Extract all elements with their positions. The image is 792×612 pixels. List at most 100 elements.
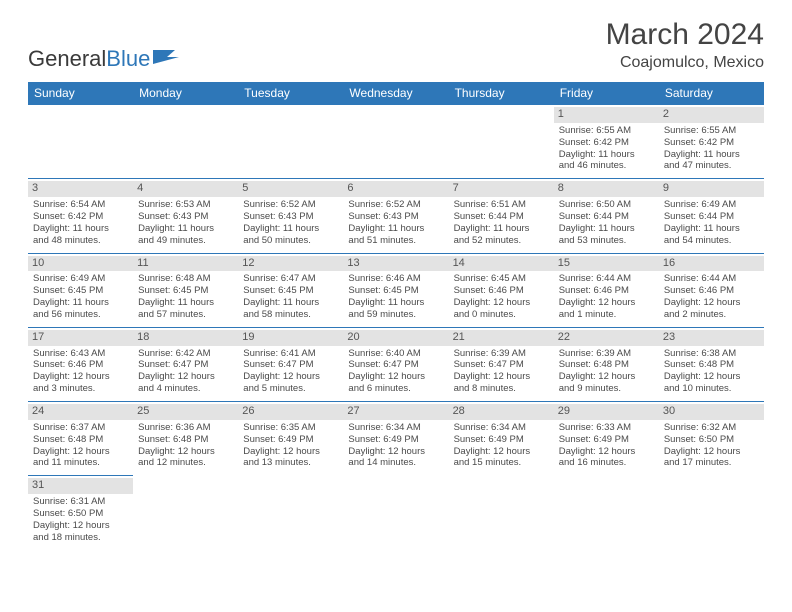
daylight-text-1: Daylight: 12 hours [243, 371, 338, 383]
sunset-text: Sunset: 6:46 PM [664, 285, 759, 297]
sunset-text: Sunset: 6:42 PM [33, 211, 128, 223]
daylight-text-2: and 9 minutes. [559, 383, 654, 395]
day-number: 26 [238, 404, 343, 420]
daylight-text-2: and 12 minutes. [138, 457, 233, 469]
calendar-day-cell: 28Sunrise: 6:34 AMSunset: 6:49 PMDayligh… [449, 402, 554, 476]
calendar-day-cell: 13Sunrise: 6:46 AMSunset: 6:45 PMDayligh… [343, 253, 448, 327]
daylight-text-1: Daylight: 12 hours [33, 371, 128, 383]
sunset-text: Sunset: 6:44 PM [559, 211, 654, 223]
daylight-text-1: Daylight: 11 hours [243, 223, 338, 235]
daylight-text-1: Daylight: 12 hours [559, 446, 654, 458]
day-number: 30 [659, 404, 764, 420]
day-header: Friday [554, 82, 659, 105]
day-number: 25 [133, 404, 238, 420]
daylight-text-1: Daylight: 12 hours [559, 371, 654, 383]
day-header-row: Sunday Monday Tuesday Wednesday Thursday… [28, 82, 764, 105]
daylight-text-2: and 4 minutes. [138, 383, 233, 395]
day-number: 9 [659, 181, 764, 197]
daylight-text-1: Daylight: 11 hours [348, 223, 443, 235]
calendar-week-row: 17Sunrise: 6:43 AMSunset: 6:46 PMDayligh… [28, 327, 764, 401]
day-number: 12 [238, 256, 343, 272]
calendar-day-cell: 20Sunrise: 6:40 AMSunset: 6:47 PMDayligh… [343, 327, 448, 401]
sunset-text: Sunset: 6:44 PM [664, 211, 759, 223]
calendar-day-cell: 2Sunrise: 6:55 AMSunset: 6:42 PMDaylight… [659, 105, 764, 179]
calendar-table: Sunday Monday Tuesday Wednesday Thursday… [28, 82, 764, 550]
daylight-text-2: and 16 minutes. [559, 457, 654, 469]
day-number: 24 [28, 404, 133, 420]
daylight-text-1: Daylight: 12 hours [33, 446, 128, 458]
daylight-text-2: and 52 minutes. [454, 235, 549, 247]
calendar-day-cell: 8Sunrise: 6:50 AMSunset: 6:44 PMDaylight… [554, 179, 659, 253]
calendar-day-cell: 18Sunrise: 6:42 AMSunset: 6:47 PMDayligh… [133, 327, 238, 401]
calendar-day-cell: 17Sunrise: 6:43 AMSunset: 6:46 PMDayligh… [28, 327, 133, 401]
sunrise-text: Sunrise: 6:34 AM [348, 422, 443, 434]
sunset-text: Sunset: 6:48 PM [138, 434, 233, 446]
daylight-text-1: Daylight: 11 hours [138, 297, 233, 309]
daylight-text-2: and 51 minutes. [348, 235, 443, 247]
daylight-text-1: Daylight: 11 hours [664, 223, 759, 235]
sunrise-text: Sunrise: 6:47 AM [243, 273, 338, 285]
sunrise-text: Sunrise: 6:51 AM [454, 199, 549, 211]
sunset-text: Sunset: 6:42 PM [559, 137, 654, 149]
daylight-text-2: and 5 minutes. [243, 383, 338, 395]
calendar-day-cell: 30Sunrise: 6:32 AMSunset: 6:50 PMDayligh… [659, 402, 764, 476]
sunrise-text: Sunrise: 6:52 AM [243, 199, 338, 211]
sunset-text: Sunset: 6:43 PM [348, 211, 443, 223]
daylight-text-2: and 11 minutes. [33, 457, 128, 469]
day-number: 29 [554, 404, 659, 420]
location: Coajomulco, Mexico [606, 54, 764, 72]
sunrise-text: Sunrise: 6:49 AM [33, 273, 128, 285]
calendar-day-cell [343, 476, 448, 550]
sunset-text: Sunset: 6:49 PM [454, 434, 549, 446]
calendar-day-cell: 11Sunrise: 6:48 AMSunset: 6:45 PMDayligh… [133, 253, 238, 327]
sunrise-text: Sunrise: 6:49 AM [664, 199, 759, 211]
daylight-text-2: and 57 minutes. [138, 309, 233, 321]
daylight-text-2: and 50 minutes. [243, 235, 338, 247]
sunrise-text: Sunrise: 6:44 AM [559, 273, 654, 285]
calendar-day-cell: 21Sunrise: 6:39 AMSunset: 6:47 PMDayligh… [449, 327, 554, 401]
calendar-day-cell [343, 105, 448, 179]
calendar-day-cell: 15Sunrise: 6:44 AMSunset: 6:46 PMDayligh… [554, 253, 659, 327]
sunrise-text: Sunrise: 6:48 AM [138, 273, 233, 285]
sunset-text: Sunset: 6:43 PM [138, 211, 233, 223]
day-header: Tuesday [238, 82, 343, 105]
calendar-day-cell: 1Sunrise: 6:55 AMSunset: 6:42 PMDaylight… [554, 105, 659, 179]
day-number: 17 [28, 330, 133, 346]
sunset-text: Sunset: 6:48 PM [664, 359, 759, 371]
calendar-day-cell: 29Sunrise: 6:33 AMSunset: 6:49 PMDayligh… [554, 402, 659, 476]
sunset-text: Sunset: 6:44 PM [454, 211, 549, 223]
sunrise-text: Sunrise: 6:46 AM [348, 273, 443, 285]
calendar-day-cell [449, 105, 554, 179]
daylight-text-2: and 14 minutes. [348, 457, 443, 469]
day-number: 3 [28, 181, 133, 197]
sunset-text: Sunset: 6:48 PM [33, 434, 128, 446]
calendar-day-cell: 7Sunrise: 6:51 AMSunset: 6:44 PMDaylight… [449, 179, 554, 253]
daylight-text-2: and 18 minutes. [33, 532, 128, 544]
calendar-week-row: 31Sunrise: 6:31 AMSunset: 6:50 PMDayligh… [28, 476, 764, 550]
daylight-text-1: Daylight: 11 hours [348, 297, 443, 309]
daylight-text-2: and 2 minutes. [664, 309, 759, 321]
day-number: 13 [343, 256, 448, 272]
sunrise-text: Sunrise: 6:52 AM [348, 199, 443, 211]
day-number: 14 [449, 256, 554, 272]
sunset-text: Sunset: 6:45 PM [138, 285, 233, 297]
sunset-text: Sunset: 6:46 PM [33, 359, 128, 371]
sunset-text: Sunset: 6:47 PM [138, 359, 233, 371]
day-number: 20 [343, 330, 448, 346]
logo-text-blue: Blue [106, 46, 150, 72]
calendar-week-row: 1Sunrise: 6:55 AMSunset: 6:42 PMDaylight… [28, 105, 764, 179]
daylight-text-1: Daylight: 12 hours [664, 446, 759, 458]
sunset-text: Sunset: 6:43 PM [243, 211, 338, 223]
sunrise-text: Sunrise: 6:55 AM [559, 125, 654, 137]
calendar-day-cell: 27Sunrise: 6:34 AMSunset: 6:49 PMDayligh… [343, 402, 448, 476]
day-number: 5 [238, 181, 343, 197]
sunrise-text: Sunrise: 6:41 AM [243, 348, 338, 360]
sunset-text: Sunset: 6:50 PM [33, 508, 128, 520]
day-number: 6 [343, 181, 448, 197]
daylight-text-1: Daylight: 12 hours [664, 371, 759, 383]
logo-text-general: General [28, 46, 106, 72]
calendar-day-cell: 6 Sunrise: 6:52 AMSunset: 6:43 PMDaylight… [343, 179, 448, 253]
sunrise-text: Sunrise: 6:53 AM [138, 199, 233, 211]
header: GeneralBlue March 2024 Coajomulco, Mexic… [28, 18, 764, 72]
daylight-text-1: Daylight: 12 hours [454, 446, 549, 458]
